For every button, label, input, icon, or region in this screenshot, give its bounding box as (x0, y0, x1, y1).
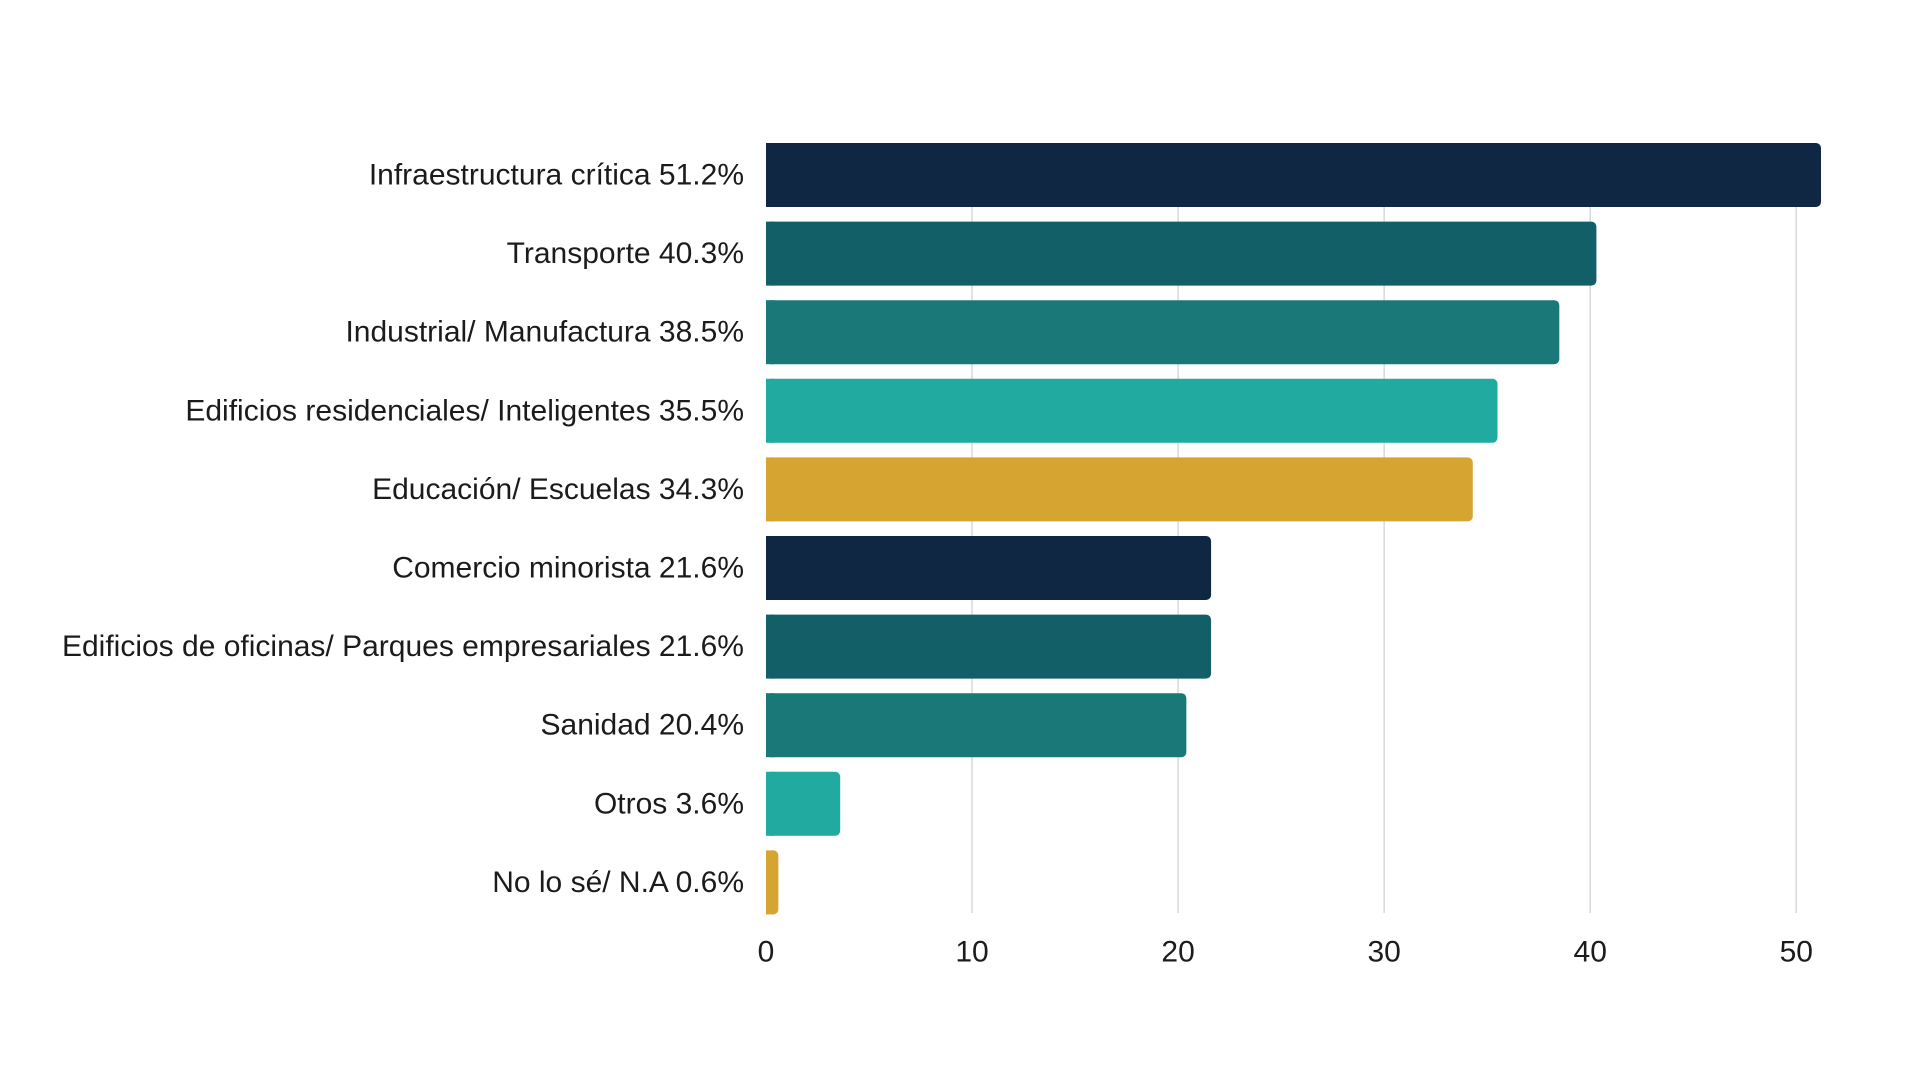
category-label-10: No lo sé/ N.A 0.6% (492, 866, 744, 899)
bar-4-base (766, 378, 774, 443)
category-label-7: Edificios de oficinas/ Parques empresari… (62, 630, 744, 663)
bar-10-base (766, 850, 774, 915)
x-tick-label-0: 0 (758, 936, 775, 969)
bar-8-base (766, 693, 774, 758)
x-tick-label-40: 40 (1574, 936, 1607, 969)
bar-3 (766, 300, 1560, 365)
bar-6-base (766, 536, 774, 600)
category-label-5: Educación/ Escuelas 34.3% (372, 473, 744, 506)
bar-5 (766, 457, 1473, 522)
x-tick-label-50: 50 (1780, 936, 1813, 969)
bar-7 (766, 614, 1212, 679)
bar-1 (766, 143, 1821, 207)
bar-7-base (766, 614, 774, 679)
bar-9 (766, 771, 841, 836)
bar-4 (766, 378, 1498, 443)
x-tick-label-10: 10 (955, 936, 988, 969)
category-label-1: Infraestructura crítica 51.2% (369, 159, 744, 192)
bar-3-base (766, 300, 774, 365)
category-label-8: Sanidad 20.4% (541, 709, 745, 742)
bar-2 (766, 221, 1597, 286)
x-tick-label-30: 30 (1367, 936, 1400, 969)
bar-8 (766, 693, 1187, 758)
category-label-6: Comercio minorista 21.6% (392, 552, 744, 585)
category-label-4: Edificios residenciales/ Inteligentes 35… (185, 394, 744, 427)
x-tick-label-20: 20 (1161, 936, 1194, 969)
bar-2-base (766, 221, 774, 286)
category-label-9: Otros 3.6% (594, 787, 744, 820)
bar-5-base (766, 457, 774, 522)
category-label-2: Transporte 40.3% (507, 237, 744, 270)
x-axis-ticks: 0 10 20 30 40 50 (758, 936, 1813, 969)
bar-1-base (766, 143, 774, 207)
bars (766, 143, 1821, 915)
bar-6 (766, 536, 1212, 600)
bar-9-base (766, 771, 774, 836)
category-label-3: Industrial/ Manufactura 38.5% (345, 316, 744, 349)
category-labels: Infraestructura crítica 51.2% Transporte … (62, 159, 744, 899)
